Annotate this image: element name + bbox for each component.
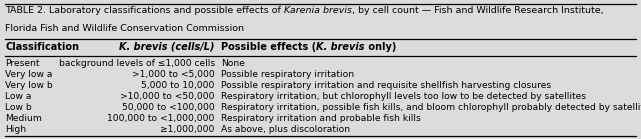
Text: Possible respiratory irritation and requisite shellfish harvesting closures: Possible respiratory irritation and requ…: [221, 81, 551, 90]
Text: None: None: [221, 59, 245, 68]
Text: background levels of ≤1,000 cells: background levels of ≤1,000 cells: [58, 59, 215, 68]
Text: K. brevis (cells/L): K. brevis (cells/L): [119, 42, 215, 52]
Text: Karenia brevis: Karenia brevis: [284, 6, 352, 15]
Text: Low a: Low a: [5, 92, 31, 101]
Text: Low b: Low b: [5, 103, 32, 112]
Text: 50,000 to <100,000: 50,000 to <100,000: [122, 103, 215, 112]
Text: Possible respiratory irritation: Possible respiratory irritation: [221, 70, 354, 79]
Text: Very low b: Very low b: [5, 81, 53, 90]
Text: Respiratory irritation and probable fish kills: Respiratory irritation and probable fish…: [221, 114, 421, 123]
Text: High: High: [5, 125, 26, 134]
Text: TABLE 2. Laboratory classifications and possible effects of: TABLE 2. Laboratory classifications and …: [5, 6, 284, 15]
Text: Classification: Classification: [5, 42, 79, 52]
Text: As above, plus discoloration: As above, plus discoloration: [221, 125, 350, 134]
Text: Respiratory irritation, but chlorophyll levels too low to be detected by satelli: Respiratory irritation, but chlorophyll …: [221, 92, 586, 101]
Text: Present: Present: [5, 59, 40, 68]
Text: , by cell count — Fish and Wildlife Research Institute,: , by cell count — Fish and Wildlife Rese…: [352, 6, 604, 15]
Text: Florida Fish and Wildlife Conservation Commission: Florida Fish and Wildlife Conservation C…: [5, 24, 244, 33]
Text: Respiratory irritation, possible fish kills, and bloom chlorophyll probably dete: Respiratory irritation, possible fish ki…: [221, 103, 641, 112]
Text: 5,000 to 10,000: 5,000 to 10,000: [142, 81, 215, 90]
Text: 100,000 to <1,000,000: 100,000 to <1,000,000: [107, 114, 215, 123]
Text: Very low a: Very low a: [5, 70, 53, 79]
Text: ≥1,000,000: ≥1,000,000: [160, 125, 215, 134]
Text: Medium: Medium: [5, 114, 42, 123]
Text: only): only): [365, 42, 396, 52]
Text: >10,000 to <50,000: >10,000 to <50,000: [121, 92, 215, 101]
Text: K. brevis: K. brevis: [316, 42, 365, 52]
Text: Possible effects (: Possible effects (: [221, 42, 316, 52]
Text: >1,000 to <5,000: >1,000 to <5,000: [132, 70, 215, 79]
